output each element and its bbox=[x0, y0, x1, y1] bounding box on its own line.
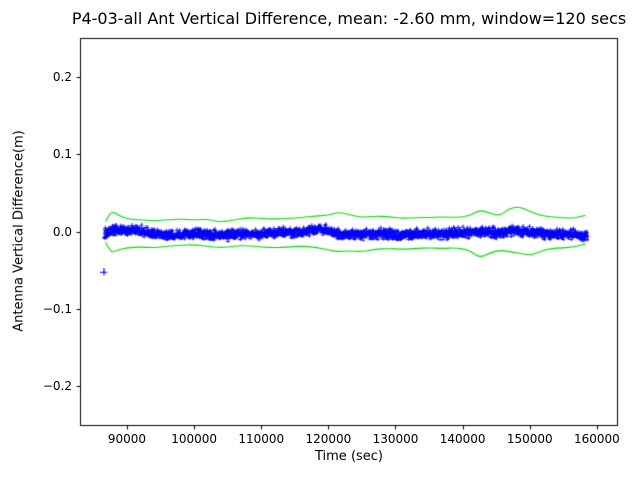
x-axis-label: Time (sec) bbox=[314, 449, 384, 464]
chart-title: P4-03-all Ant Vertical Difference, mean:… bbox=[71, 9, 627, 28]
y-axis-label: Antenna Vertical Difference(m) bbox=[11, 130, 27, 332]
